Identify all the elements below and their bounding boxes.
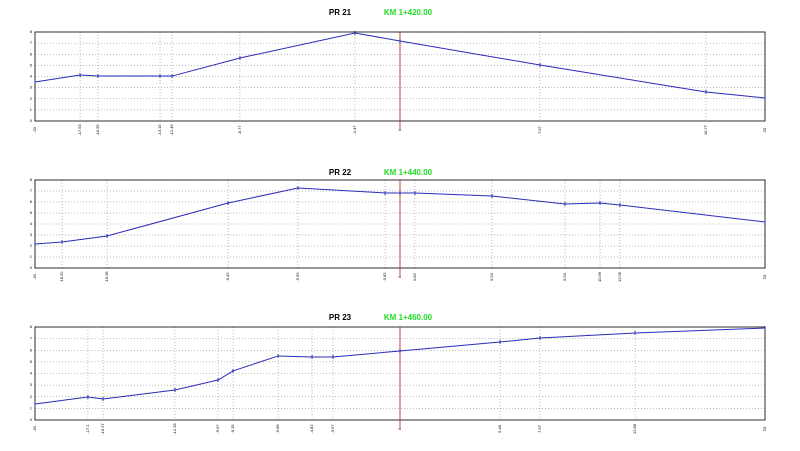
y-tick-label: 8 <box>30 177 33 182</box>
y-tick-label: 8 <box>30 324 33 329</box>
y-tick-label: 1 <box>30 107 33 112</box>
x-tick-label: -0.82 <box>382 272 387 282</box>
x-tick-label: -9.97 <box>215 424 220 434</box>
station-label: KM 1+440.00 <box>384 168 433 177</box>
x-tick-label: 0 <box>397 427 402 430</box>
x-tick-label: 0.82 <box>412 272 417 281</box>
x-tick-label: -5.59 <box>295 272 300 282</box>
chart-title: PR 23 <box>329 313 352 322</box>
y-tick-label: 3 <box>30 232 33 237</box>
x-tick-label: 5.04 <box>489 272 494 281</box>
x-tick-label: 5.48 <box>497 424 502 433</box>
x-tick-label: 0 <box>397 275 402 278</box>
y-tick-label: 5 <box>30 359 33 364</box>
x-tick-label: 0 <box>397 128 402 131</box>
station-label: KM 1+460.00 <box>384 313 433 322</box>
y-tick-label: 1 <box>30 254 33 259</box>
y-tick-label: 8 <box>30 29 33 34</box>
x-tick-label: 12.05 <box>617 271 622 282</box>
y-tick-label: 6 <box>30 51 33 56</box>
y-tick-label: 2 <box>30 243 33 248</box>
y-tick-label: 0 <box>30 417 33 422</box>
y-tick-label: 7 <box>30 40 33 45</box>
profile-line <box>34 327 766 405</box>
y-tick-label: 4 <box>30 74 33 79</box>
x-tick-label: -12.33 <box>172 423 177 435</box>
x-tick-label: 20 <box>762 426 767 431</box>
y-tick-label: 6 <box>30 199 33 204</box>
x-tick-label: 7.67 <box>537 125 542 134</box>
x-tick-label: -9.15 <box>230 424 235 434</box>
y-tick-label: 7 <box>30 336 33 341</box>
y-tick-label: 0 <box>30 265 33 270</box>
x-tick-label: -6.68 <box>275 424 280 434</box>
y-tick-label: 2 <box>30 394 33 399</box>
y-tick-label: 5 <box>30 62 33 67</box>
x-tick-label: -18.52 <box>59 271 64 283</box>
y-tick-label: 3 <box>30 85 33 90</box>
y-tick-label: 2 <box>30 96 33 101</box>
x-tick-label: -20 <box>32 425 37 432</box>
y-tick-label: 5 <box>30 210 33 215</box>
chart-title: PR 21 <box>329 8 352 17</box>
y-tick-label: 1 <box>30 405 33 410</box>
x-tick-label: -2.47 <box>352 125 357 135</box>
x-tick-label: -3.67 <box>330 424 335 434</box>
x-tick-label: -9.42 <box>225 272 230 282</box>
x-tick-label: -16.55 <box>95 124 100 136</box>
x-tick-label: 16.77 <box>703 124 708 135</box>
x-tick-label: 20 <box>762 274 767 279</box>
station-label: KM 1+420.00 <box>384 8 433 17</box>
x-tick-label: -12.49 <box>169 124 174 136</box>
x-tick-label: -13.15 <box>157 124 162 136</box>
x-tick-label: -4.82 <box>309 424 314 434</box>
x-tick-label: 10.96 <box>597 271 602 282</box>
x-tick-label: 7.67 <box>537 424 542 433</box>
y-tick-label: 0 <box>30 118 33 123</box>
y-tick-label: 7 <box>30 188 33 193</box>
x-tick-label: -20 <box>32 126 37 133</box>
y-tick-label: 4 <box>30 371 33 376</box>
y-tick-label: 3 <box>30 382 33 387</box>
y-tick-label: 4 <box>30 221 33 226</box>
chart-title: PR 22 <box>329 168 352 177</box>
x-tick-label: -16.27 <box>100 423 105 435</box>
x-tick-label: -17.53 <box>77 124 82 136</box>
x-tick-label: -16.05 <box>104 271 109 283</box>
x-tick-label: -8.77 <box>237 125 242 135</box>
x-tick-label: -20 <box>32 273 37 280</box>
x-tick-label: 12.88 <box>632 423 637 434</box>
x-tick-label: 20 <box>762 127 767 132</box>
x-tick-label: 9.04 <box>562 272 567 281</box>
x-tick-label: -17.1 <box>85 424 90 434</box>
y-tick-label: 6 <box>30 347 33 352</box>
